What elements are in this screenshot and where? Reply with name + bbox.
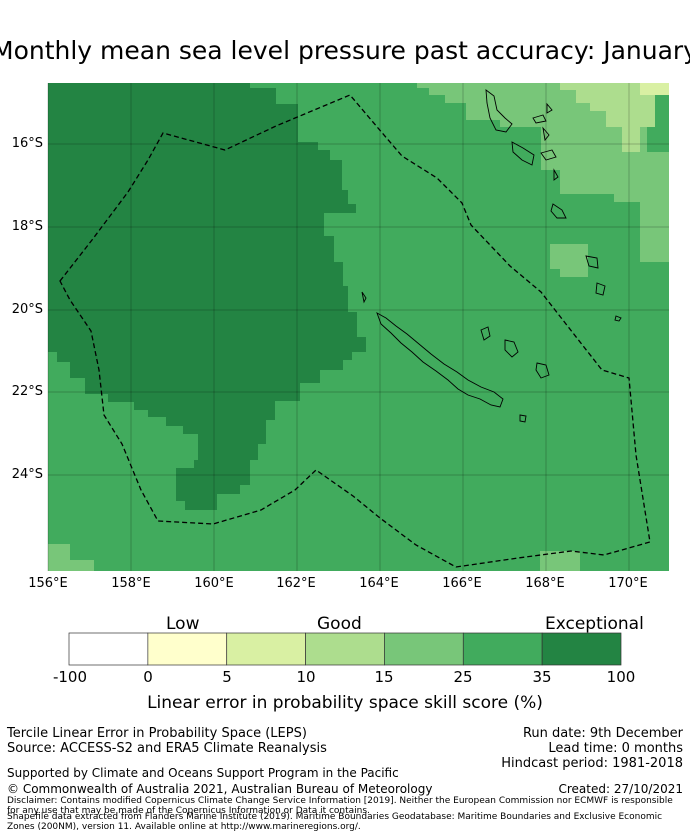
lon-label: 170°E [608, 576, 648, 591]
lat-label: 24°S [11, 467, 43, 482]
skill-area [540, 551, 580, 571]
lat-label: 18°S [11, 219, 43, 234]
skill-area [550, 244, 588, 277]
lat-label: 20°S [11, 302, 43, 317]
chart-title: Monthly mean sea level pressure past acc… [0, 36, 690, 65]
colorbar-tick: 100 [606, 668, 636, 686]
colorbar-bin [305, 632, 385, 666]
colorbar-bin [384, 632, 464, 666]
lon-label: 168°E [525, 576, 565, 591]
colorbar-tick: -100 [52, 668, 88, 686]
loyalty-islands [480, 326, 550, 423]
lon-label: 158°E [111, 576, 151, 591]
vanuatu-islands [361, 89, 622, 322]
lon-label: 164°E [359, 576, 399, 591]
support-text: Supported by Climate and Oceans Support … [7, 766, 399, 780]
colorbar-bin [541, 632, 622, 666]
colorbar-tick: 5 [222, 668, 232, 686]
skill-area [560, 83, 669, 152]
category-low: Low [166, 614, 200, 634]
category-exceptional: Exceptional [545, 614, 644, 634]
lon-label: 162°E [276, 576, 316, 591]
colorbar-tick: 0 [143, 668, 153, 686]
colorbar [68, 632, 622, 666]
created-date: Created: 27/10/2021 [558, 782, 683, 796]
hindcast-period: Hindcast period: 1981-2018 [501, 756, 683, 771]
shapefile-credit: Shapefile data extracted from Flanders M… [7, 812, 663, 832]
map-gridlines [47, 83, 669, 571]
lat-label: 22°S [11, 384, 43, 399]
skill-area [640, 83, 669, 95]
lon-label: 156°E [28, 576, 68, 591]
eez-boundary [59, 94, 651, 568]
new-caledonia-coast [376, 312, 504, 408]
skill-area [48, 544, 94, 571]
colorbar-tick: 25 [453, 668, 473, 686]
colorbar-tick: 35 [532, 668, 552, 686]
skill-field [48, 83, 669, 571]
colorbar-bin [462, 632, 543, 666]
lon-label: 160°E [194, 576, 234, 591]
copyright-text: © Commonwealth of Australia 2021, Austra… [7, 782, 433, 796]
colorbar-tick: 15 [374, 668, 394, 686]
coastlines [361, 89, 622, 423]
lead-time: Lead time: 0 months [548, 741, 683, 756]
colorbar-bin [147, 632, 228, 666]
category-good: Good [317, 614, 362, 634]
colorbar-label: Linear error in probability space skill … [147, 693, 543, 713]
colorbar-tick: 10 [296, 668, 316, 686]
run-date: Run date: 9th December [522, 726, 683, 741]
method-text: Tercile Linear Error in Probability Spac… [7, 726, 307, 741]
lon-label: 166°E [442, 576, 482, 591]
skill-area [640, 152, 669, 262]
colorbar-bin [68, 632, 149, 666]
disclaimer-text: Disclaimer: Contains modified Copernicus… [7, 796, 673, 816]
skill-area [48, 83, 366, 510]
colorbar-bin [226, 632, 306, 666]
source-text: Source: ACCESS-S2 and ERA5 Climate Reana… [7, 741, 327, 756]
lat-label: 16°S [11, 136, 43, 151]
